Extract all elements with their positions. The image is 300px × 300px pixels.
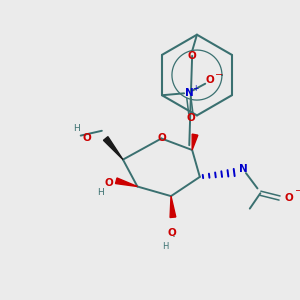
Text: O: O bbox=[187, 113, 195, 123]
Text: O: O bbox=[82, 133, 91, 142]
Text: −: − bbox=[214, 70, 223, 80]
Text: −: − bbox=[295, 186, 300, 196]
Text: ·: · bbox=[172, 231, 176, 244]
Text: O: O bbox=[168, 228, 176, 238]
Text: O: O bbox=[104, 178, 113, 188]
Polygon shape bbox=[192, 134, 198, 150]
Text: O: O bbox=[206, 75, 214, 85]
Text: +: + bbox=[192, 84, 199, 93]
Text: O: O bbox=[188, 51, 197, 61]
Text: H: H bbox=[162, 242, 168, 250]
Polygon shape bbox=[116, 178, 137, 187]
Text: H: H bbox=[98, 188, 104, 197]
Text: O: O bbox=[157, 134, 166, 143]
Polygon shape bbox=[170, 196, 176, 218]
Polygon shape bbox=[103, 136, 123, 160]
Text: H: H bbox=[74, 124, 80, 134]
Text: N: N bbox=[184, 88, 193, 98]
Text: N: N bbox=[239, 164, 248, 174]
Text: O: O bbox=[285, 193, 294, 203]
